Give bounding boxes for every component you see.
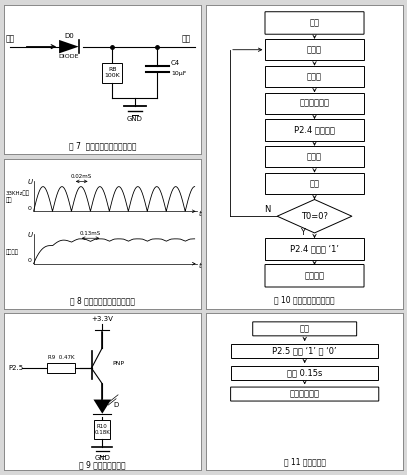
Text: GND: GND: [127, 116, 143, 122]
Text: 0.13mS: 0.13mS: [80, 230, 101, 236]
Text: 图 7  单相半波整流滤波电路图: 图 7 单相半波整流滤波电路图: [68, 142, 136, 151]
Text: 输出方波: 输出方波: [304, 271, 324, 280]
Text: 初始化: 初始化: [307, 45, 322, 54]
Text: 二极管灯或亮: 二极管灯或亮: [290, 390, 319, 399]
Text: P2.5 输出 ‘1’ 或 ‘0’: P2.5 输出 ‘1’ 或 ‘0’: [272, 346, 337, 355]
Text: 延时 0.15s: 延时 0.15s: [287, 368, 322, 377]
Text: GND: GND: [94, 455, 110, 461]
Text: DIODE: DIODE: [59, 54, 79, 59]
Text: t: t: [199, 211, 201, 217]
Text: P2.4 输出置 ‘1’: P2.4 输出置 ‘1’: [290, 245, 339, 254]
Text: PNP: PNP: [112, 361, 124, 366]
Bar: [47, 363, 75, 373]
Bar: [94, 420, 110, 439]
Text: 开始: 开始: [300, 324, 310, 333]
Text: Y: Y: [300, 228, 305, 237]
Polygon shape: [59, 40, 79, 53]
Text: 输出: 输出: [182, 34, 191, 43]
Text: 0: 0: [28, 206, 32, 211]
Text: D0: D0: [64, 33, 74, 38]
Text: 0.02mS: 0.02mS: [71, 174, 92, 179]
Text: 输入: 输入: [6, 34, 15, 43]
Text: 开中断: 开中断: [307, 152, 322, 161]
Text: 开始: 开始: [309, 19, 319, 28]
Text: 图 8 整流滤波实际输出波形图: 图 8 整流滤波实际输出波形图: [70, 296, 135, 305]
Polygon shape: [94, 399, 111, 414]
Text: P2.4 输出清零: P2.4 输出清零: [294, 125, 335, 134]
Polygon shape: [277, 200, 352, 233]
Bar: [231, 344, 379, 358]
Text: N: N: [264, 205, 271, 214]
Text: 图 10 方波输出程序流程图: 图 10 方波输出程序流程图: [274, 295, 335, 304]
Text: 10μF: 10μF: [171, 71, 186, 76]
Bar: [265, 146, 363, 167]
Text: T0=0?: T0=0?: [301, 212, 328, 221]
Text: R10
0.18K: R10 0.18K: [94, 424, 110, 435]
FancyBboxPatch shape: [253, 322, 357, 336]
Bar: [265, 119, 363, 141]
Text: +3.3V: +3.3V: [92, 316, 113, 322]
FancyBboxPatch shape: [265, 265, 364, 287]
Bar: [265, 238, 363, 260]
Text: 关中断: 关中断: [307, 72, 322, 81]
Text: R9  0.47K: R9 0.47K: [48, 355, 74, 361]
Text: U: U: [28, 180, 33, 185]
Bar: [265, 66, 363, 87]
Text: 图 11 报警流程图: 图 11 报警流程图: [284, 458, 326, 467]
Text: RB
100K: RB 100K: [104, 67, 120, 78]
Bar: [265, 93, 363, 114]
Bar: [102, 63, 122, 83]
Text: 33KHz整流
输出: 33KHz整流 输出: [6, 190, 30, 203]
Text: 图 9 报警电路原理图: 图 9 报警电路原理图: [79, 460, 126, 469]
Text: 滤波输出: 滤波输出: [6, 249, 19, 255]
Text: P2.5: P2.5: [8, 365, 23, 371]
Bar: [265, 39, 363, 60]
FancyBboxPatch shape: [265, 12, 364, 34]
Text: 0: 0: [28, 258, 32, 263]
Text: 等待: 等待: [309, 179, 319, 188]
Text: D: D: [113, 402, 118, 408]
Text: U: U: [28, 232, 33, 238]
Text: t: t: [199, 263, 201, 269]
Bar: [265, 173, 363, 194]
Bar: [231, 366, 379, 380]
FancyBboxPatch shape: [231, 387, 379, 401]
Text: 定时器送初値: 定时器送初値: [300, 99, 330, 108]
Text: C4: C4: [171, 60, 180, 67]
